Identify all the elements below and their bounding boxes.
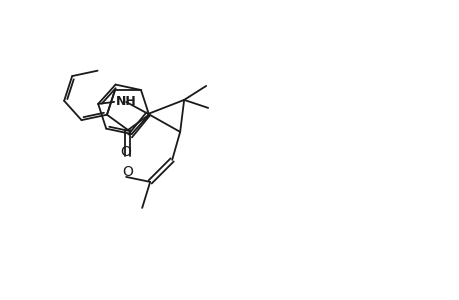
Text: NH: NH <box>116 95 137 108</box>
Text: O: O <box>122 165 133 179</box>
Text: O: O <box>120 145 131 159</box>
